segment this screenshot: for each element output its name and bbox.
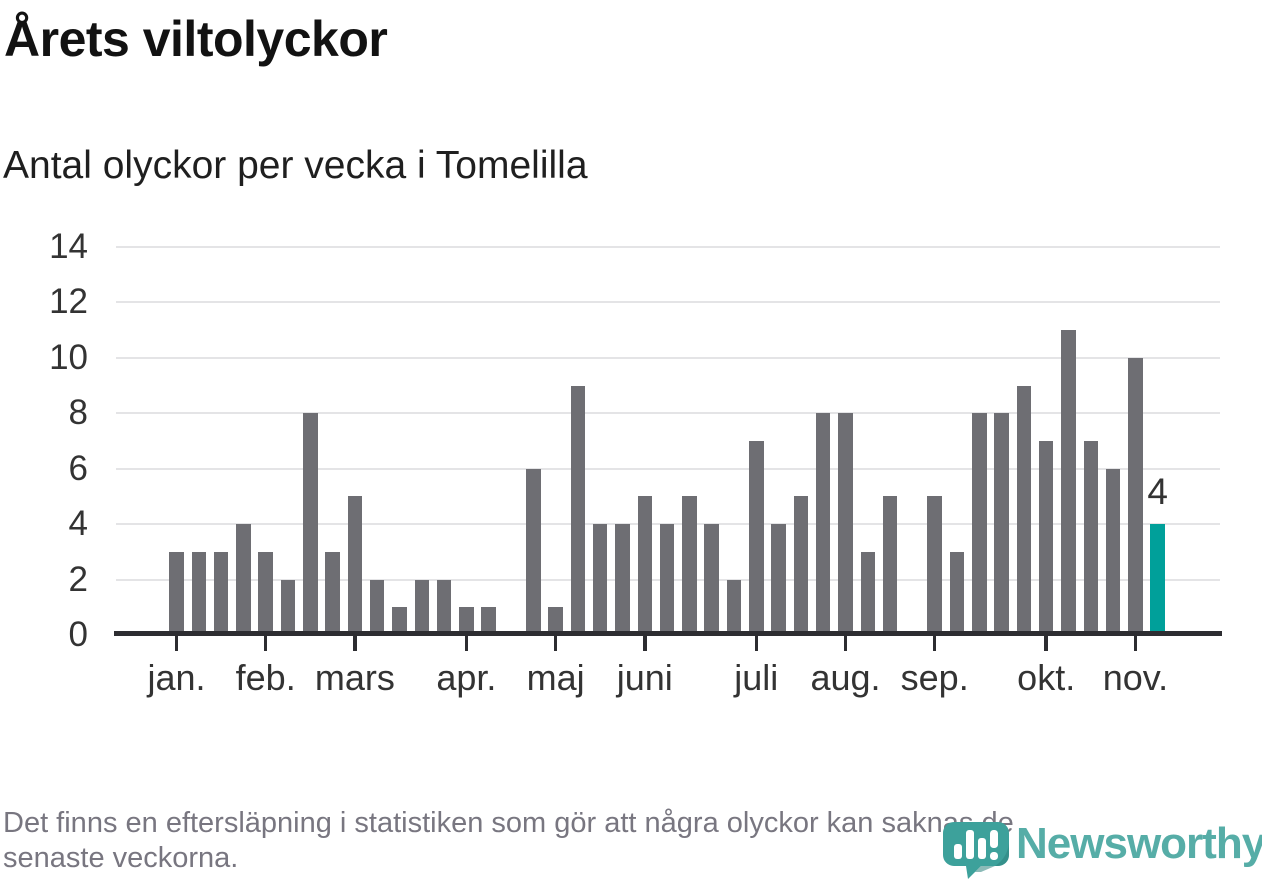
x-axis-label-okt: okt. <box>1017 657 1076 698</box>
x-axis-label-aug: aug. <box>810 657 881 698</box>
month-tick-feb <box>263 636 268 651</box>
footer-note-line-1: Det finns en eftersläpning i statistiken… <box>3 807 1014 839</box>
bar-week-9 <box>347 496 363 633</box>
bar-week-35 <box>927 496 942 633</box>
gridline-y-8 <box>116 412 1220 415</box>
y-axis-label-4: 4 <box>68 504 88 544</box>
bar-week-29 <box>793 496 809 633</box>
bar-current-week <box>1150 524 1165 633</box>
y-axis-label-6: 6 <box>68 448 88 488</box>
bar-week-24 <box>682 496 697 633</box>
y-axis-label-8: 8 <box>68 393 88 433</box>
y-axis-label-0: 0 <box>68 615 88 654</box>
month-tick-apr <box>464 636 469 651</box>
page-title: Årets viltolyckor <box>4 11 388 67</box>
bar-chart-plot-area: 0 2 4 6 8 10 12 14 jan. feb. mars apr. maj juni juli au… <box>49 228 1222 698</box>
bar-week-41 <box>1061 330 1076 633</box>
newsworthy-wordmark: Newsworthy <box>1016 819 1262 868</box>
bar-week-7 <box>303 413 318 633</box>
bar-week-33 <box>882 496 898 633</box>
footer-note: Det finns en eftersläpning i statistiken… <box>3 806 1258 876</box>
bar-week-8 <box>325 551 340 633</box>
bar-week-19 <box>570 385 586 633</box>
bar-week-40 <box>1038 441 1054 633</box>
gridline-y-4 <box>116 523 1220 526</box>
y-axis-label-10: 10 <box>49 337 88 377</box>
bar-week-28 <box>771 524 786 633</box>
x-axis-label-juli: juli <box>734 657 779 698</box>
month-tick-jan <box>174 636 179 651</box>
x-axis-label-apr: apr. <box>436 657 497 698</box>
bar-week-36 <box>949 551 965 633</box>
bar-week-17 <box>526 468 541 633</box>
month-tick-maj <box>553 636 558 651</box>
gridline-y-6 <box>116 467 1220 470</box>
chart-subtitle: Antal olyckor per vecka i Tomelilla <box>3 144 588 187</box>
bar-week-25 <box>704 524 719 633</box>
bar-week-10 <box>369 579 385 633</box>
bar-week-30 <box>815 413 831 633</box>
bar-week-37 <box>972 413 987 633</box>
newsworthy-logo-icon <box>943 822 1010 879</box>
bar-week-31 <box>838 413 853 633</box>
bar-week-42 <box>1083 441 1099 633</box>
bar-week-23 <box>659 524 675 633</box>
bar-week-4 <box>236 524 251 633</box>
x-axis-label-nov: nov. <box>1102 657 1169 698</box>
x-axis-label-maj: maj <box>526 657 585 698</box>
bar-week-3 <box>213 551 229 633</box>
bar-week-38 <box>994 413 1009 633</box>
newsworthy-logo: Newsworthy <box>942 817 1262 879</box>
x-axis-line <box>114 631 1222 636</box>
bar-week-5 <box>258 551 273 633</box>
x-axis-label-feb: feb. <box>235 657 296 698</box>
bar-week-11 <box>392 607 407 633</box>
month-tick-juli <box>754 636 759 651</box>
bar-week-26 <box>726 579 742 633</box>
bar-week-32 <box>860 551 876 633</box>
gridline-y-12 <box>116 301 1220 304</box>
footer-note-line-2: senaste veckorna. <box>3 842 239 874</box>
y-axis-label-12: 12 <box>49 282 88 322</box>
x-axis-label-jan: jan. <box>147 657 206 698</box>
bar-week-14 <box>459 607 474 633</box>
y-axis-label-2: 2 <box>68 559 88 599</box>
gridline-y-10 <box>116 356 1220 359</box>
bar-week-2 <box>191 551 207 633</box>
bar-week-1 <box>169 551 184 633</box>
bar-week-18 <box>548 607 563 633</box>
y-axis-label-14: 14 <box>49 227 88 266</box>
bar-week-27 <box>749 441 764 633</box>
bar-week-13 <box>436 579 452 633</box>
month-tick-aug <box>843 636 848 651</box>
month-tick-juni <box>643 636 647 651</box>
month-tick-mars <box>353 636 357 651</box>
month-tick-sep <box>932 636 937 651</box>
bar-week-21 <box>615 524 630 633</box>
bar-week-44 <box>1128 357 1143 633</box>
x-axis-label-sep: sep. <box>900 657 969 698</box>
month-tick-okt <box>1044 636 1048 651</box>
x-axis-label-mars: mars <box>314 657 395 698</box>
month-tick-nov <box>1133 636 1138 651</box>
bar-week-20 <box>592 524 608 633</box>
bar-value-label: 4 <box>1147 471 1168 513</box>
bar-week-15 <box>481 607 496 633</box>
gridline-y-14 <box>116 246 1220 248</box>
bar-week-6 <box>280 579 296 633</box>
bar-week-22 <box>637 496 653 633</box>
bar-week-43 <box>1105 468 1121 633</box>
bar-week-12 <box>414 579 430 633</box>
bar-week-39 <box>1016 385 1032 633</box>
x-axis-label-juni: juni <box>616 657 673 698</box>
